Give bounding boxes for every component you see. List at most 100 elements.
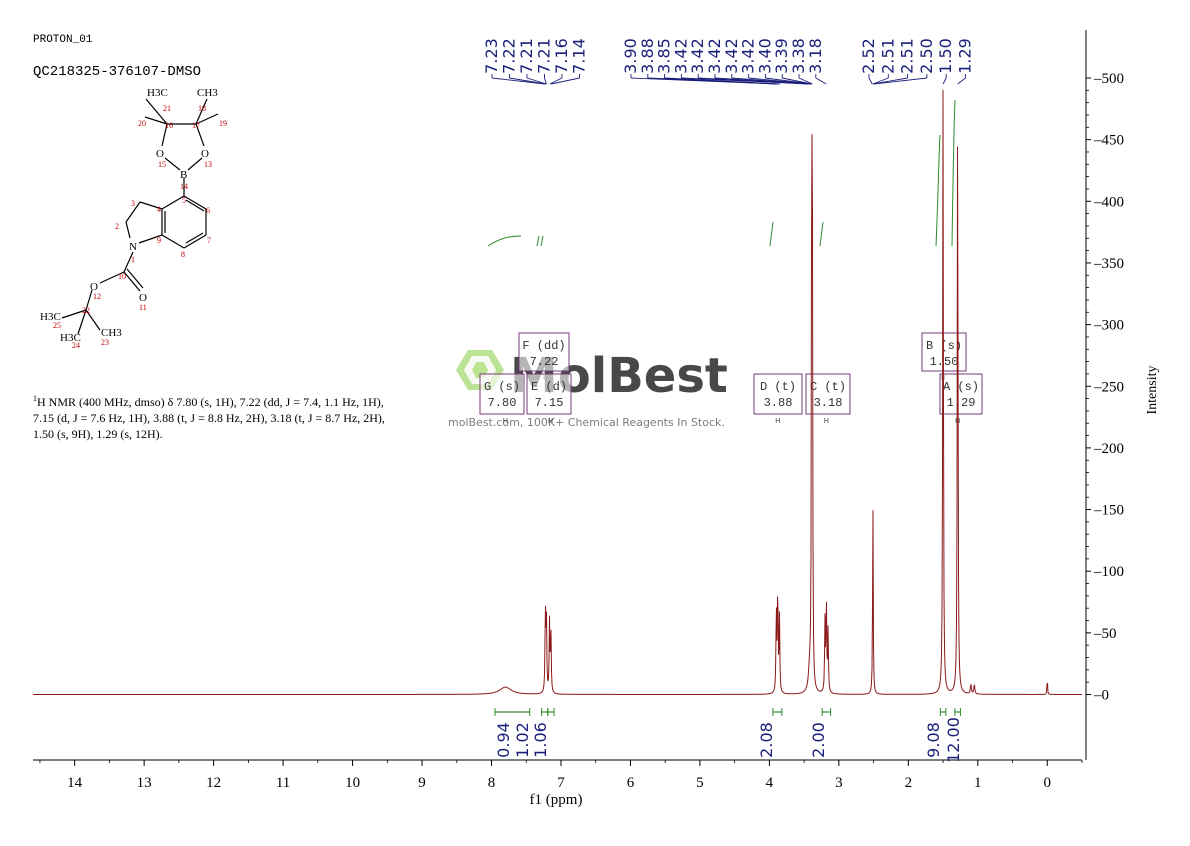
atom-number: 11 (139, 303, 147, 312)
peak-label-leader (526, 77, 547, 85)
multiplet-marker: H (548, 417, 553, 425)
peak-label: 2.51 (878, 38, 897, 74)
peak-label: 7.14 (570, 38, 589, 74)
y-tick-label: –100 (1093, 564, 1124, 580)
x-tick-label: 13 (137, 775, 152, 791)
atom-number: 6 (206, 206, 210, 215)
multiplet-title: D (t) (760, 380, 796, 394)
atom-number: 13 (204, 160, 212, 169)
peak-label: 3.38 (789, 38, 808, 74)
multiplet-marker: H (824, 417, 829, 425)
peak-label: 2.51 (898, 38, 917, 74)
peak-label-leader (765, 77, 812, 85)
peak-label-leader (748, 77, 810, 85)
integral-curve (951, 99, 956, 247)
integral-value: 1.06 (531, 722, 550, 758)
atom-number: 23 (101, 338, 109, 347)
peak-label: 7.21 (535, 38, 554, 74)
y-tick-label: –200 (1093, 441, 1124, 457)
nmr-description-text: H NMR (400 MHz, dmso) δ 7.80 (s, 1H), 7.… (33, 395, 385, 441)
peak-label: 3.90 (621, 38, 640, 74)
integral-value: 12.00 (944, 717, 963, 763)
atom-number: 12 (93, 292, 101, 301)
x-tick-label: 3 (835, 775, 843, 791)
y-tick-label: –500 (1093, 71, 1124, 87)
peak-label: 2.50 (917, 38, 936, 74)
atom-number: 18 (198, 104, 206, 113)
multiplet-boxes: F (dd) 7.22 H G (s) 7.80 H E (d) 7.15 H D (t) 3.88… (479, 332, 983, 425)
peak-label: 7.16 (552, 38, 571, 74)
nmr-description: 1H NMR (400 MHz, dmso) δ 7.80 (s, 1H), 7… (33, 391, 393, 442)
peak-label: 7.23 (482, 38, 501, 74)
atom-number: 2 (115, 222, 119, 231)
x-tick-label: 1 (974, 775, 982, 791)
y-tick-label: –50 (1093, 626, 1117, 642)
atom-number: 20 (138, 119, 146, 128)
atom-label: H3C (40, 311, 61, 323)
x-tick-label: 10 (345, 775, 360, 791)
multiplet-value: 1.29 (947, 396, 976, 410)
x-tick-label: 14 (67, 775, 83, 791)
y-tick-label: –300 (1093, 318, 1124, 334)
molecule-atom-numbers: 21 18 20 16 17 19 15 13 14 5 3 4 6 2 9 7… (53, 104, 227, 350)
y-tick-label: –150 (1093, 503, 1124, 519)
atom-label: N (129, 241, 137, 253)
peak-label: 7.21 (517, 38, 536, 74)
x-tick-label: 0 (1044, 775, 1052, 791)
nmr-superscript: 1 (33, 394, 37, 403)
peak-label-leader (957, 77, 966, 85)
sample-id: QC218325-376107-DMSO (33, 64, 201, 80)
atom-number: 1 (131, 255, 135, 264)
integral-curve (487, 235, 522, 247)
peak-label: 3.39 (772, 38, 791, 74)
watermark-tagline: molBest.com, 100K+ Chemical Reagents In … (448, 416, 725, 429)
atom-label: O (139, 292, 147, 304)
integral-curve (819, 221, 824, 247)
x-tick-label: 2 (905, 775, 913, 791)
peak-label: 1.29 (956, 38, 975, 74)
y-tick-label: –400 (1093, 194, 1124, 210)
multiplet-value: 7.80 (488, 396, 517, 410)
x-axis-label: f1 (ppm) (530, 792, 583, 808)
peak-label-leader (551, 77, 580, 85)
peak-label: 1.50 (936, 38, 955, 74)
atom-number: 25 (53, 321, 61, 330)
atom-number: 10 (118, 272, 126, 281)
atom-number: 21 (163, 104, 171, 113)
x-tick-label: 5 (696, 775, 704, 791)
x-tick-label: 6 (627, 775, 635, 791)
integral-curve (536, 235, 544, 247)
multiplet-title: B (s) (926, 339, 962, 353)
atom-number: 7 (207, 236, 211, 245)
atom-number: 9 (157, 236, 161, 245)
y-tick-label: –450 (1093, 133, 1124, 149)
peak-label: 3.42 (688, 38, 707, 74)
peak-label: 3.42 (671, 38, 690, 74)
x-tick-label: 12 (206, 775, 221, 791)
atom-number: 24 (72, 341, 80, 350)
multiplet-title: F (dd) (522, 339, 565, 353)
atom-number: 3 (131, 199, 135, 208)
multiplet-title: C (t) (810, 380, 846, 394)
atom-label: O (201, 148, 209, 160)
multiplet-value: 3.88 (764, 396, 793, 410)
peak-label-leader (782, 77, 812, 85)
integral-value: 9.08 (924, 722, 943, 758)
atom-label: H3C (147, 87, 168, 99)
x-tick-label: 8 (488, 775, 496, 791)
peak-label-leader (815, 77, 827, 85)
peak-label-leader (798, 77, 813, 85)
multiplet-marker: H (955, 417, 960, 425)
multiplet-box (518, 332, 570, 372)
y-tick-label: –250 (1093, 379, 1124, 395)
multiplet-box (526, 373, 572, 415)
atom-number: 15 (158, 160, 166, 169)
atom-number: 8 (181, 250, 185, 259)
peak-label: 3.88 (638, 38, 657, 74)
atom-number: 22 (82, 306, 90, 315)
multiplet-title: A (s) (943, 380, 979, 394)
peak-label-leader (491, 77, 546, 85)
atom-number: 16 (165, 121, 173, 130)
